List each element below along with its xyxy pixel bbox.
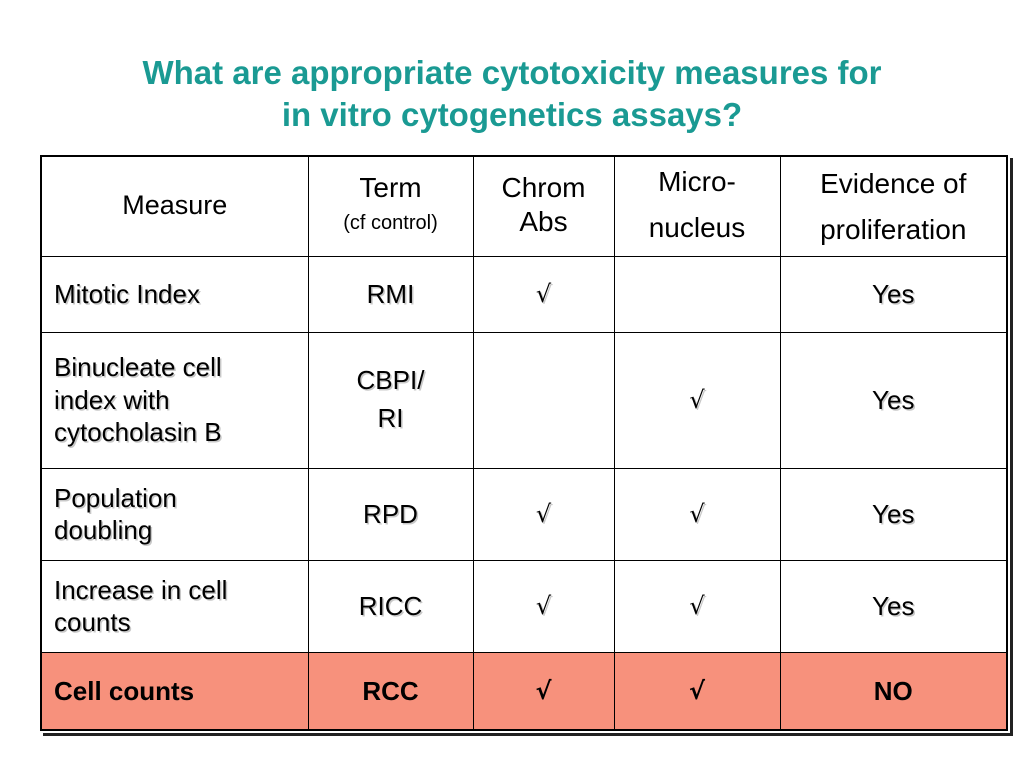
cell-chrom-abs [472, 331, 615, 469]
cell-term: RICC [307, 559, 474, 653]
term-line: RICC [358, 590, 423, 621]
cell-chrom-abs: √ [472, 559, 615, 653]
header-evidence-line-1: Evidence of [820, 168, 967, 199]
cell-measure: Population doubling [40, 467, 309, 561]
term-line: RMI [366, 278, 415, 309]
cell-micronucleus: √ [613, 331, 781, 469]
cell-term: CBPI/ RI [307, 331, 474, 469]
cell-term: RCC [307, 651, 474, 731]
slide-title: What are appropriate cytotoxicity measur… [0, 52, 1024, 136]
cell-measure: Increase in cell counts [40, 559, 309, 653]
table-row: Increase in cell counts RICC √ √ Yes [40, 559, 1008, 653]
cell-evidence: Yes [779, 255, 1008, 333]
cell-measure: Binucleate cell index with cytocholasin … [40, 331, 309, 469]
term-line: RI [377, 403, 404, 433]
table-row: Binucleate cell index with cytocholasin … [40, 331, 1008, 469]
measure-line: Increase in cell [54, 574, 228, 605]
header-micro-line-1: Micro- [658, 166, 736, 197]
measure-line: Binucleate cell [54, 352, 222, 383]
header-evidence-line-2: proliferation [820, 214, 967, 245]
table-frame: Measure Term (cf control) Chrom Abs Micr… [40, 155, 1010, 733]
measure-line: cytocholasin B [54, 417, 222, 448]
measure-line: counts [54, 607, 131, 637]
cell-evidence: Yes [779, 559, 1008, 653]
cell-micronucleus: √ [613, 559, 781, 653]
header-chrom-line-2: Abs [519, 206, 568, 237]
cell-evidence: Yes [779, 467, 1008, 561]
slide-title-line-2: in vitro cytogenetics assays? [281, 96, 743, 133]
slide-title-line-1: What are appropriate cytotoxicity measur… [142, 54, 882, 91]
term-line: RCC [362, 675, 419, 706]
cell-measure: Cell counts [40, 651, 309, 731]
table-row: Population doubling RPD √ √ Yes [40, 467, 1008, 561]
header-chrom-line-1: Chrom [501, 172, 586, 203]
cell-micronucleus: √ [613, 467, 781, 561]
cell-term: RMI [307, 255, 474, 333]
measure-line: doubling [54, 515, 153, 545]
table-row-highlighted: Cell counts RCC √ √ NO [40, 651, 1008, 731]
header-term: Term (cf control) [307, 155, 474, 257]
header-chrom-abs: Chrom Abs [472, 155, 615, 257]
term-line: RPD [363, 498, 418, 529]
measure-line: Cell counts [54, 675, 195, 706]
cell-micronucleus: √ [613, 651, 781, 731]
cell-chrom-abs: √ [472, 255, 615, 333]
header-measure: Measure [40, 155, 309, 257]
cell-evidence: NO [779, 651, 1008, 731]
header-term-label: Term [359, 172, 422, 204]
header-term-sub: (cf control) [343, 212, 438, 235]
cell-chrom-abs: √ [472, 651, 615, 731]
header-evidence: Evidence of proliferation [779, 155, 1008, 257]
header-micro-line-2: nucleus [648, 212, 746, 243]
term-line: CBPI/ [356, 365, 425, 396]
header-micronucleus: Micro- nucleus [613, 155, 781, 257]
measure-line: index with [54, 384, 170, 415]
table-row: Mitotic Index RMI √ Yes [40, 255, 1008, 333]
cell-chrom-abs: √ [472, 467, 615, 561]
table-header-row: Measure Term (cf control) Chrom Abs Micr… [40, 155, 1008, 257]
cytotoxicity-measures-table: Measure Term (cf control) Chrom Abs Micr… [40, 155, 1008, 731]
cell-measure: Mitotic Index [40, 255, 309, 333]
cell-term: RPD [307, 467, 474, 561]
cell-evidence: Yes [779, 331, 1008, 469]
measure-line: Mitotic Index [54, 278, 200, 309]
cell-micronucleus [613, 255, 781, 333]
measure-line: Population [54, 482, 177, 513]
